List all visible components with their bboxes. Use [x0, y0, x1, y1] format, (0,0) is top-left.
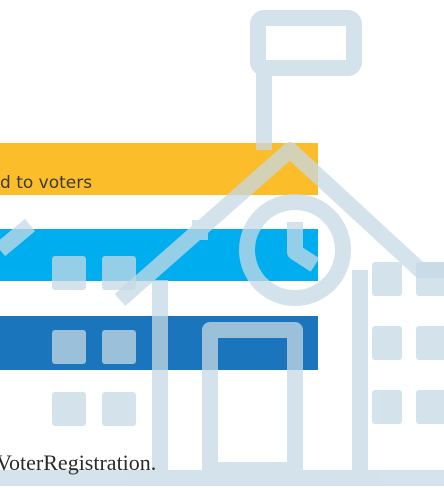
graphic: d to voters VoterRegistration. — [0, 0, 444, 496]
page: d to voters VoterRegistration. (() => { … — [0, 0, 444, 496]
footer-text: VoterRegistration. — [0, 450, 156, 475]
banner-text: d to voters — [0, 173, 92, 193]
